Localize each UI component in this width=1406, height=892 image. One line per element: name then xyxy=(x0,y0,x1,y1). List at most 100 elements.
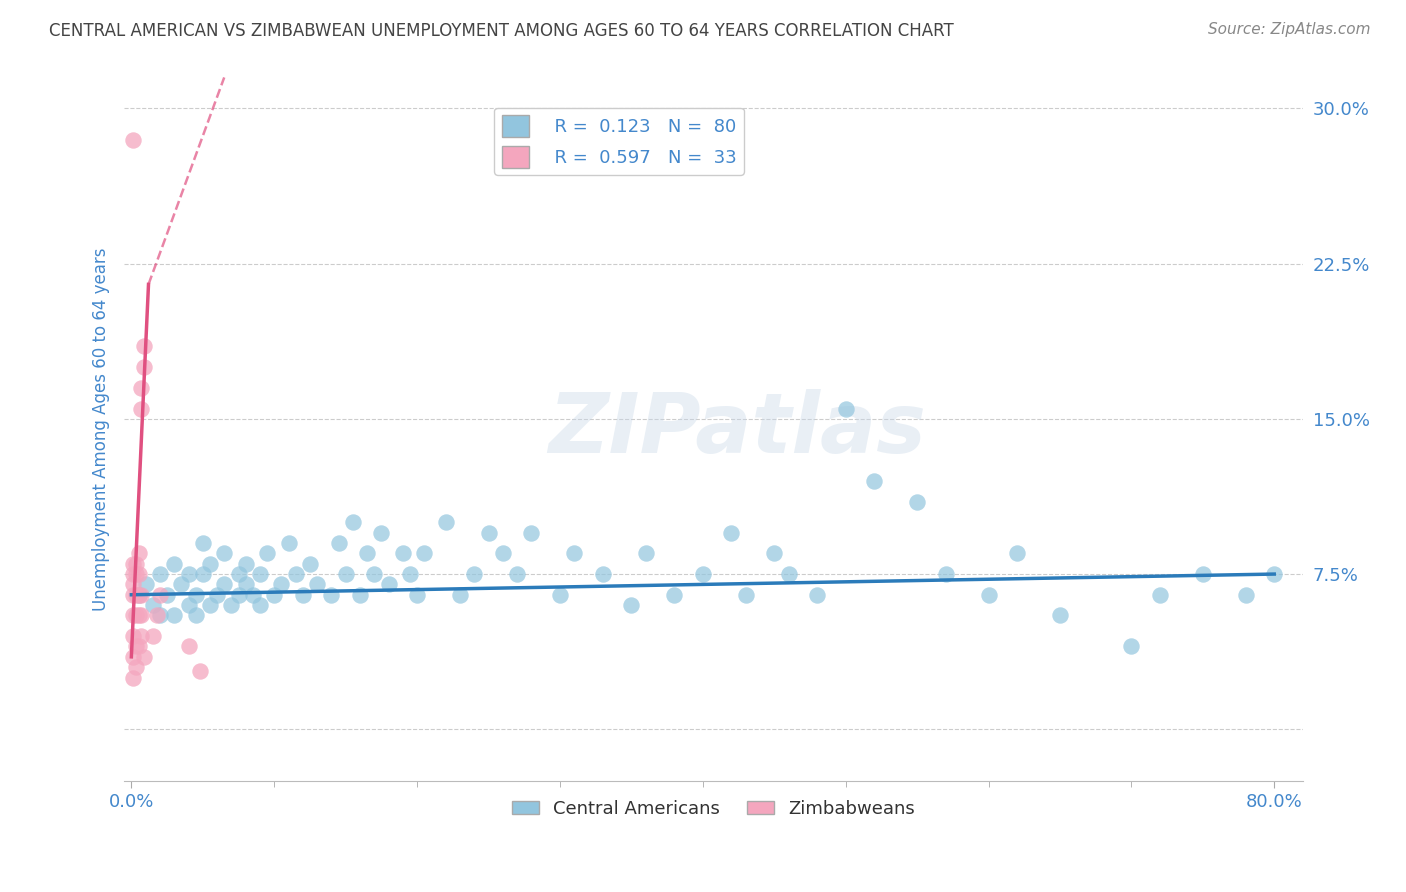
Point xyxy=(270,577,292,591)
Point xyxy=(191,567,214,582)
Point xyxy=(370,525,392,540)
Point xyxy=(124,660,146,674)
Text: Source: ZipAtlas.com: Source: ZipAtlas.com xyxy=(1208,22,1371,37)
Point xyxy=(121,557,143,571)
Point xyxy=(128,567,150,582)
Point xyxy=(1049,608,1071,623)
Point xyxy=(291,588,314,602)
Point xyxy=(131,381,153,395)
Point xyxy=(242,588,264,602)
Point xyxy=(277,536,299,550)
Point xyxy=(720,525,742,540)
Point xyxy=(1263,567,1285,582)
Point xyxy=(205,588,228,602)
Point xyxy=(335,567,357,582)
Point xyxy=(128,588,150,602)
Point xyxy=(163,608,186,623)
Point xyxy=(235,557,257,571)
Point xyxy=(377,577,399,591)
Text: ZIPatlas: ZIPatlas xyxy=(548,389,927,470)
Point xyxy=(356,546,378,560)
Point xyxy=(121,649,143,664)
Point xyxy=(634,546,657,560)
Point xyxy=(121,671,143,685)
Point xyxy=(307,577,329,591)
Point xyxy=(146,608,169,623)
Point xyxy=(149,588,172,602)
Point xyxy=(131,629,153,643)
Point xyxy=(1234,588,1257,602)
Point xyxy=(142,629,165,643)
Point xyxy=(131,588,153,602)
Point xyxy=(121,608,143,623)
Point xyxy=(399,567,422,582)
Point xyxy=(163,557,186,571)
Point xyxy=(449,588,471,602)
Legend: Central Americans, Zimbabweans: Central Americans, Zimbabweans xyxy=(505,792,922,825)
Point xyxy=(156,588,179,602)
Point xyxy=(328,536,350,550)
Point xyxy=(149,608,172,623)
Point xyxy=(124,588,146,602)
Point xyxy=(506,567,529,582)
Point xyxy=(863,474,886,488)
Point xyxy=(249,598,271,612)
Point xyxy=(349,588,371,602)
Point xyxy=(1005,546,1028,560)
Point xyxy=(492,546,515,560)
Point xyxy=(477,525,499,540)
Point xyxy=(834,401,856,416)
Point xyxy=(124,640,146,654)
Point xyxy=(284,567,307,582)
Point xyxy=(121,132,143,146)
Point xyxy=(198,598,221,612)
Point xyxy=(905,494,928,508)
Point xyxy=(184,588,207,602)
Point xyxy=(177,640,200,654)
Point xyxy=(935,567,957,582)
Point xyxy=(463,567,485,582)
Point xyxy=(977,588,1000,602)
Point xyxy=(363,567,385,582)
Point xyxy=(321,588,343,602)
Point xyxy=(170,577,193,591)
Point xyxy=(121,588,143,602)
Point xyxy=(734,588,756,602)
Point xyxy=(124,608,146,623)
Point xyxy=(142,598,165,612)
Point xyxy=(664,588,686,602)
Point xyxy=(134,649,156,664)
Point xyxy=(1149,588,1171,602)
Point xyxy=(620,598,643,612)
Point xyxy=(228,567,250,582)
Point xyxy=(391,546,413,560)
Point xyxy=(562,546,585,560)
Point xyxy=(235,577,257,591)
Point xyxy=(778,567,800,582)
Point xyxy=(221,598,243,612)
Point xyxy=(149,567,172,582)
Point xyxy=(134,339,156,353)
Point xyxy=(124,567,146,582)
Point xyxy=(763,546,786,560)
Point xyxy=(128,608,150,623)
Point xyxy=(1121,640,1143,654)
Point xyxy=(256,546,278,560)
Point xyxy=(128,546,150,560)
Point xyxy=(121,567,143,582)
Point xyxy=(263,588,285,602)
Point xyxy=(592,567,614,582)
Point xyxy=(806,588,828,602)
Point xyxy=(135,577,157,591)
Point xyxy=(228,588,250,602)
Point xyxy=(128,640,150,654)
Point xyxy=(434,516,457,530)
Point xyxy=(406,588,429,602)
Point xyxy=(188,665,211,679)
Point xyxy=(342,516,364,530)
Point xyxy=(212,577,235,591)
Point xyxy=(134,360,156,375)
Point xyxy=(124,557,146,571)
Point xyxy=(212,546,235,560)
Text: CENTRAL AMERICAN VS ZIMBABWEAN UNEMPLOYMENT AMONG AGES 60 TO 64 YEARS CORRELATIO: CENTRAL AMERICAN VS ZIMBABWEAN UNEMPLOYM… xyxy=(49,22,953,40)
